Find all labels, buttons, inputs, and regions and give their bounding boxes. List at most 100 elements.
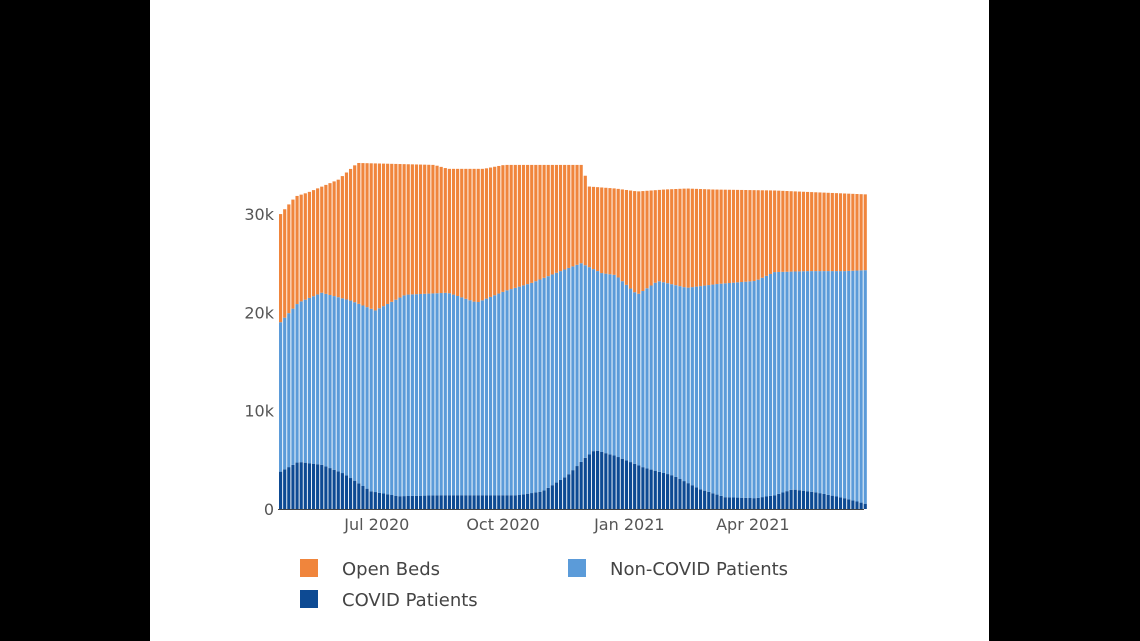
non-covid-bar — [526, 284, 530, 494]
y-tick-label: 30k — [244, 205, 274, 224]
covid-bar — [344, 475, 349, 509]
open-beds-bar — [361, 163, 365, 306]
non-covid-bar — [513, 287, 517, 496]
open-beds-bar — [418, 164, 423, 294]
open-beds-bar — [406, 164, 410, 295]
open-beds-bar — [785, 191, 789, 272]
non-covid-bar — [406, 294, 410, 496]
open-beds-bar — [348, 168, 353, 301]
open-beds-bar — [756, 190, 760, 280]
non-covid-bar — [768, 273, 773, 496]
open-beds-bar — [369, 163, 373, 309]
covid-bar — [735, 497, 740, 509]
open-beds-bar — [678, 188, 682, 287]
non-covid-bar — [307, 297, 312, 464]
covid-bar — [633, 463, 637, 509]
covid-bar — [418, 495, 423, 509]
open-beds-bar — [686, 188, 690, 288]
non-covid-bar — [645, 288, 649, 469]
non-covid-bar — [591, 269, 596, 452]
legend-label-open-beds: Open Beds — [342, 559, 440, 580]
open-beds-bar — [291, 199, 295, 309]
non-covid-bar — [633, 292, 637, 464]
open-beds-bar — [431, 164, 435, 294]
open-beds-bar — [633, 191, 637, 293]
non-covid-bar — [451, 294, 456, 496]
open-beds-bar — [336, 179, 340, 298]
non-covid-bar — [484, 298, 489, 496]
open-beds-bar — [468, 168, 472, 301]
covid-bar — [287, 467, 291, 509]
open-beds-bar — [299, 194, 303, 302]
open-beds-bar — [674, 189, 678, 286]
open-beds-bar — [801, 191, 806, 272]
x-tick-label: Apr 2021 — [716, 515, 789, 534]
covid-bar — [628, 462, 633, 509]
non-covid-bar — [546, 276, 550, 488]
covid-bar — [587, 454, 591, 509]
non-covid-bar — [505, 290, 509, 496]
open-beds-bar — [637, 191, 641, 294]
non-covid-bar — [711, 284, 715, 494]
covid-bar — [596, 450, 600, 509]
legend-label-non-covid: Non-COVID Patients — [610, 559, 788, 580]
covid-bar — [773, 495, 777, 509]
covid-bar — [579, 461, 583, 509]
covid-bar — [517, 495, 521, 509]
covid-bar — [476, 495, 480, 509]
open-beds-bar — [814, 192, 818, 272]
covid-bar — [624, 460, 629, 509]
open-beds-bar — [521, 164, 526, 286]
open-beds-bar — [332, 181, 336, 297]
open-beds-bar — [357, 162, 361, 304]
open-beds-bar — [789, 191, 793, 272]
covid-bar — [719, 495, 723, 509]
covid-bar — [402, 496, 406, 509]
covid-bar — [443, 495, 447, 509]
covid-bar — [534, 492, 538, 509]
open-beds-bar — [723, 189, 727, 284]
covid-bar — [332, 469, 336, 509]
open-beds-bar — [456, 168, 460, 296]
open-beds-bar — [505, 164, 509, 291]
open-beds-bar — [822, 192, 826, 272]
covid-bar — [727, 497, 731, 509]
covid-bar — [526, 493, 530, 509]
covid-bar — [291, 464, 295, 509]
covid-bar — [431, 495, 435, 509]
non-covid-bar — [497, 293, 501, 496]
open-beds-bar — [797, 191, 801, 272]
covid-bar — [620, 458, 624, 509]
covid-bar — [637, 465, 641, 509]
open-beds-bar — [653, 190, 657, 283]
x-tick-label: Jan 2021 — [593, 515, 664, 534]
non-covid-bar — [542, 277, 546, 491]
covid-bar — [682, 481, 686, 509]
open-beds-bar — [863, 194, 867, 271]
open-beds-bar — [447, 168, 452, 294]
open-beds-bar — [591, 186, 596, 270]
non-covid-bar — [777, 271, 781, 494]
covid-bar — [390, 494, 394, 509]
non-covid-bar — [661, 282, 666, 473]
open-beds-bar — [834, 193, 839, 272]
covid-bar — [357, 483, 361, 509]
covid-bar — [830, 495, 834, 509]
covid-bar — [283, 469, 287, 509]
open-beds-bar — [303, 193, 307, 300]
covid-bar — [542, 490, 546, 509]
non-covid-bar — [538, 279, 542, 492]
covid-bar — [777, 493, 781, 509]
open-beds-bar — [851, 193, 855, 271]
non-covid-bar — [822, 271, 826, 494]
covid-bar — [423, 495, 427, 509]
non-covid-bar — [657, 281, 661, 472]
covid-bar — [591, 451, 596, 509]
open-beds-bar — [513, 164, 517, 288]
open-beds-bar — [316, 188, 320, 295]
open-beds-bar — [567, 164, 571, 268]
non-covid-bar — [810, 271, 814, 492]
open-beds-bar — [830, 192, 834, 272]
covid-bar — [521, 494, 526, 509]
open-beds-bar — [414, 164, 419, 295]
